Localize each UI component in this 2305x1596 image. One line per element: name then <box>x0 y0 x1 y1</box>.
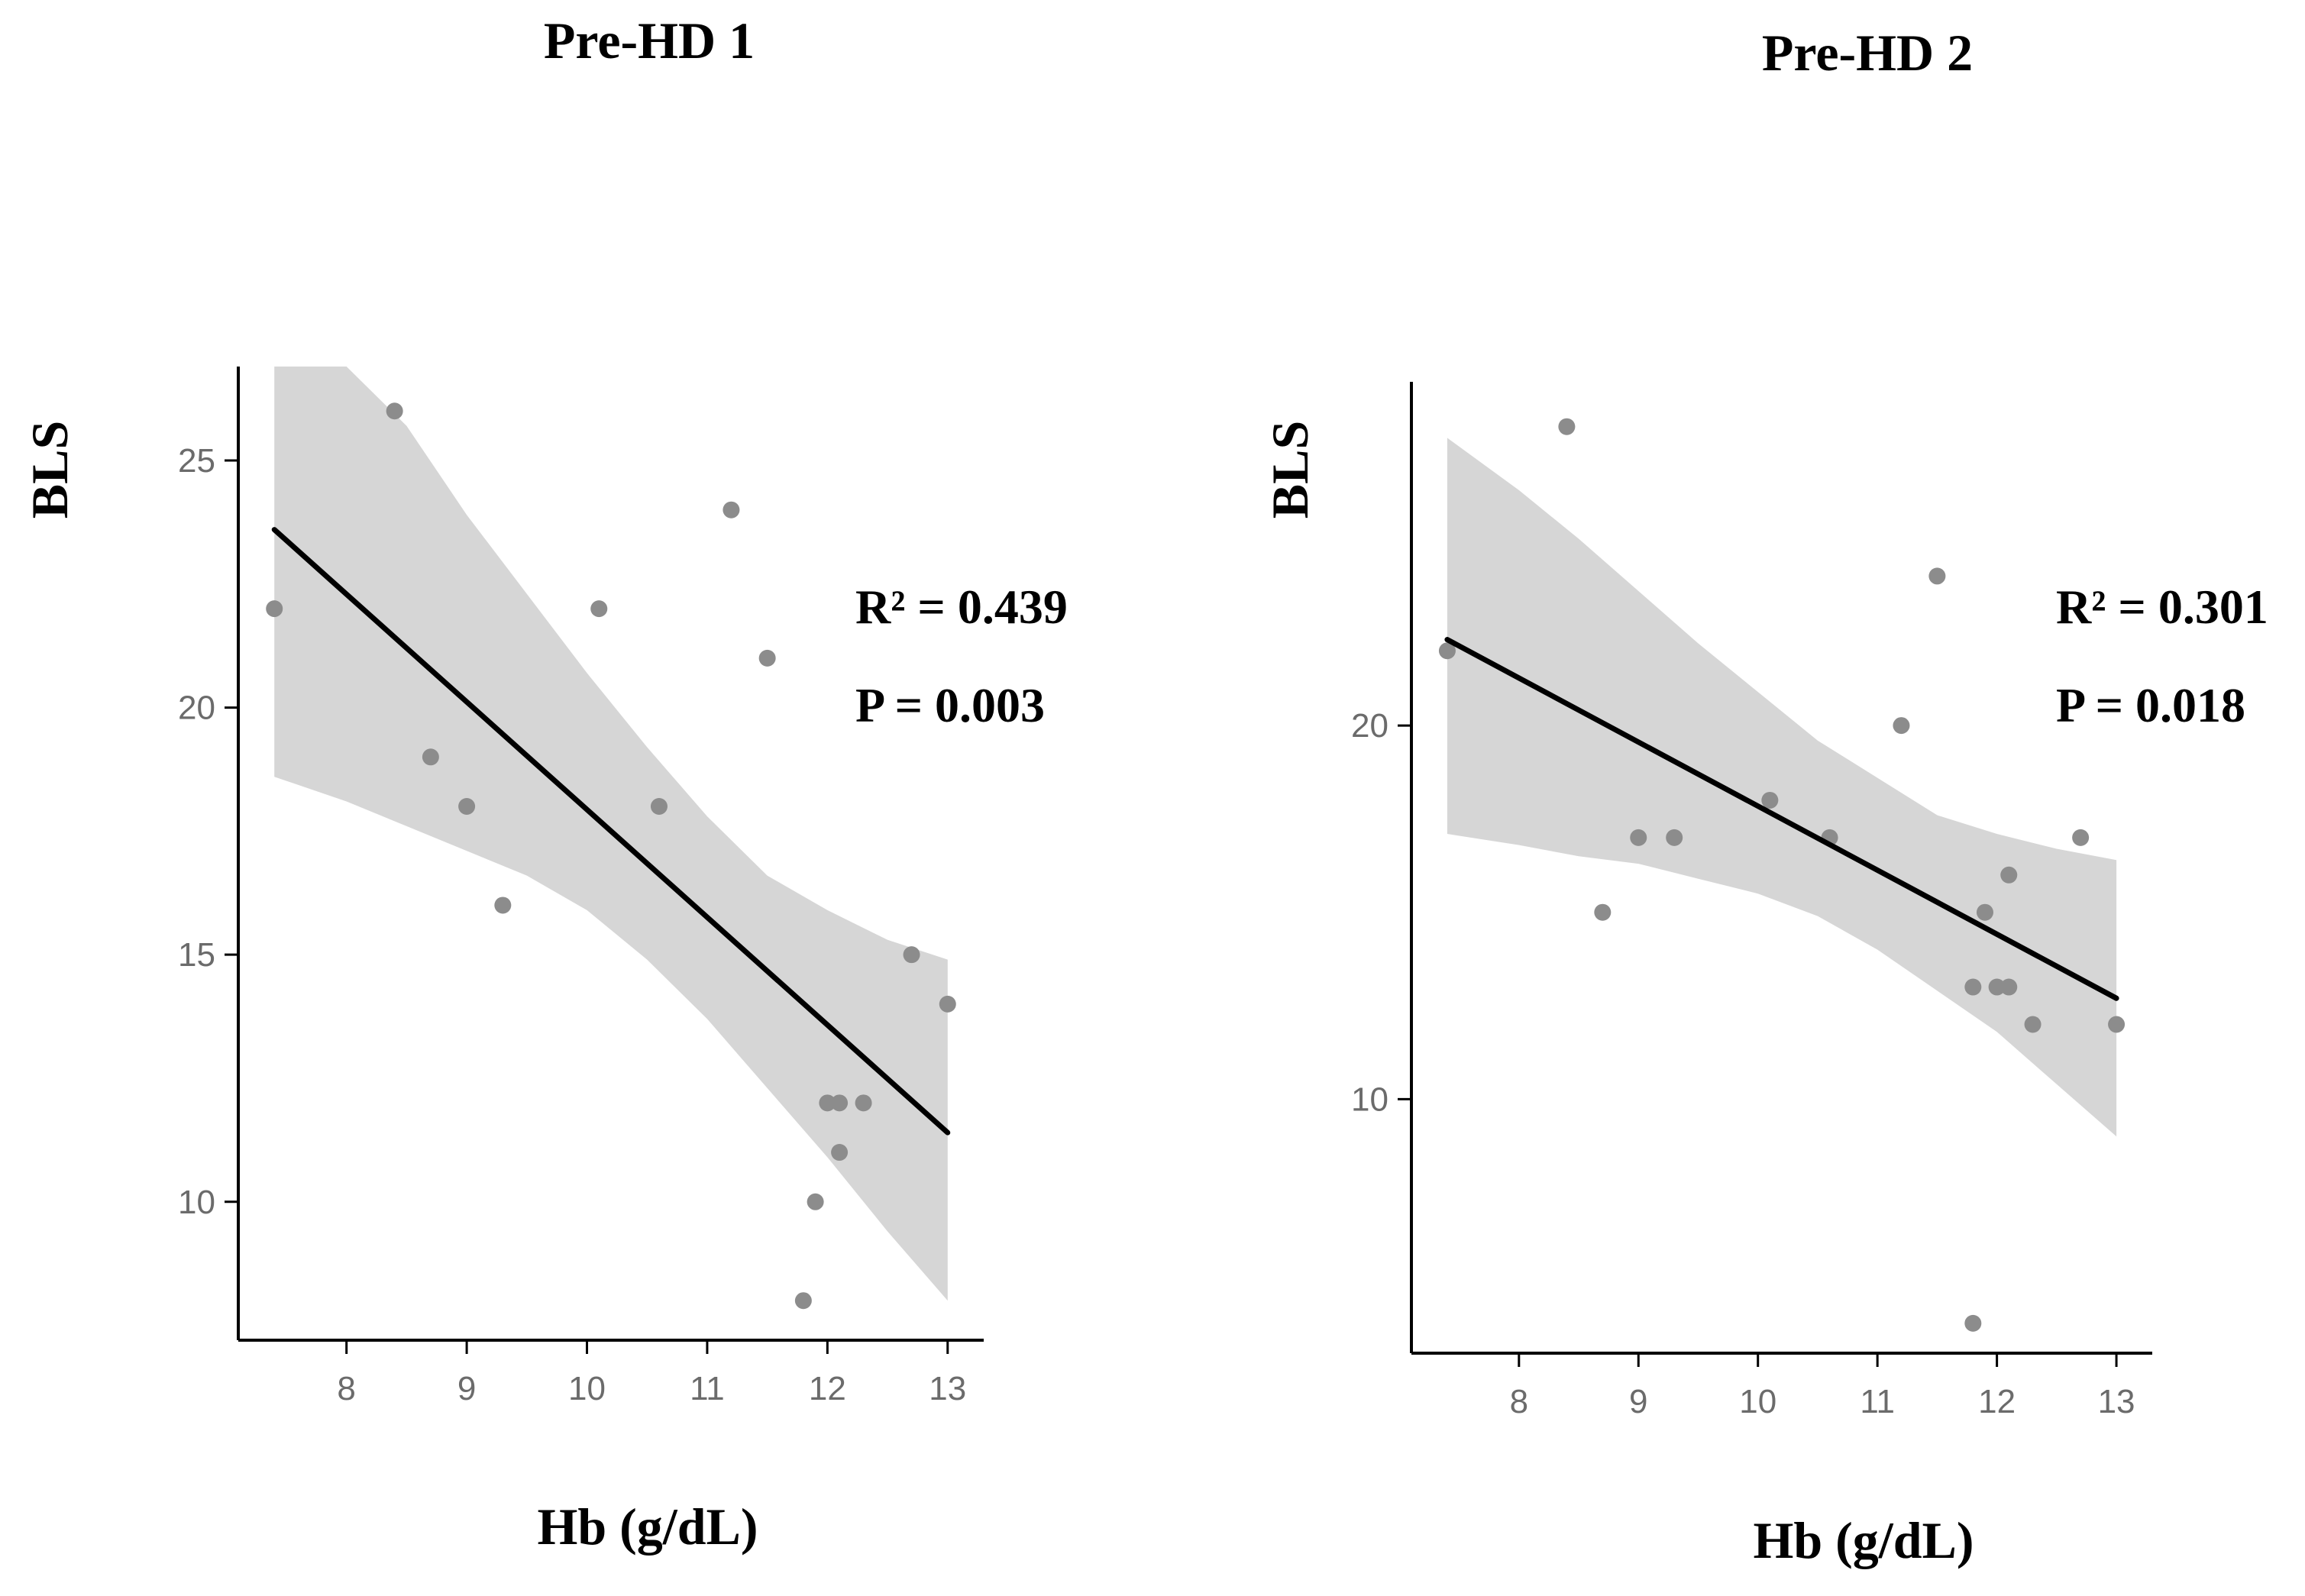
panel-1-title: Pre-HD 1 <box>544 11 755 69</box>
panel-1-regression-line <box>271 527 951 1136</box>
data-point <box>939 995 956 1013</box>
data-point <box>458 798 476 816</box>
x-tick-label: 11 <box>1860 1383 1895 1420</box>
data-point <box>1558 418 1576 435</box>
data-point <box>1666 829 1683 846</box>
y-tick-label: 20 <box>1351 707 1388 745</box>
y-tick-label: 15 <box>178 936 215 974</box>
panel-2-y-axis-title: BLS <box>1261 421 1319 519</box>
data-point <box>903 946 920 964</box>
panel-1-x-ticks: 8 9 10 11 12 13 <box>337 1340 966 1407</box>
panel-2-title: Pre-HD 2 <box>1762 24 1973 82</box>
data-point <box>650 798 668 816</box>
data-point <box>2024 1016 2042 1033</box>
panel-2-x-axis-title: Hb (g/dL) <box>1753 1511 1974 1569</box>
y-tick-label: 25 <box>178 442 215 480</box>
panel-2-points <box>1438 418 2126 1332</box>
data-point <box>831 1144 849 1161</box>
x-tick-label: 13 <box>929 1370 966 1407</box>
data-point <box>758 649 776 667</box>
panel-1-points <box>266 402 956 1310</box>
data-point <box>266 600 283 618</box>
x-tick-label: 13 <box>2098 1383 2135 1420</box>
x-tick-label: 11 <box>690 1370 725 1407</box>
x-tick-label: 9 <box>1629 1383 1647 1420</box>
data-point <box>819 1094 836 1112</box>
panel-pre-hd-1: Pre-HD 1 8 9 10 11 12 13 10 15 20 25 BLS Hb (g/d… <box>21 11 1068 1556</box>
data-point <box>1928 567 1946 585</box>
data-point <box>855 1094 872 1112</box>
panel-1-y-axis-title: BLS <box>21 421 79 519</box>
data-point <box>1964 978 1982 996</box>
data-point <box>386 402 403 420</box>
panel-1-r-squared: R² = 0.439 <box>855 580 1068 634</box>
panel-2-x-ticks: 8 9 10 11 12 13 <box>1510 1353 2135 1420</box>
data-point <box>723 501 740 519</box>
data-point <box>590 600 608 618</box>
data-point <box>1964 1314 1982 1332</box>
data-point <box>1761 791 1779 809</box>
data-point <box>1438 642 1456 660</box>
y-tick-label: 10 <box>178 1184 215 1221</box>
panel-2-confidence-band <box>1447 438 2117 1137</box>
data-point <box>1988 978 2006 996</box>
data-point <box>2108 1016 2126 1033</box>
x-tick-label: 8 <box>1510 1383 1528 1420</box>
x-tick-label: 9 <box>457 1370 476 1407</box>
data-point <box>794 1292 812 1310</box>
data-point <box>831 1094 849 1112</box>
y-tick-label: 20 <box>178 690 215 727</box>
panel-2-r-squared: R² = 0.301 <box>2056 580 2268 634</box>
panel-2-y-ticks: 10 20 <box>1351 707 1411 1118</box>
x-tick-label: 10 <box>1739 1383 1776 1420</box>
panel-2-regression-line <box>1444 637 2119 1001</box>
data-point <box>1893 717 1910 735</box>
panel-1-p-value: P = 0.003 <box>855 678 1045 732</box>
data-point <box>494 897 512 914</box>
panel-1-y-ticks: 10 15 20 25 <box>178 442 238 1221</box>
data-point <box>422 748 439 766</box>
panel-pre-hd-2: Pre-HD 2 8 9 10 11 12 13 10 20 BLS Hb (g/dL) R… <box>1261 24 2268 1569</box>
panel-2-p-value: P = 0.018 <box>2056 678 2245 732</box>
panel-1-x-axis-title: Hb (g/dL) <box>537 1497 758 1556</box>
x-tick-label: 10 <box>568 1370 606 1407</box>
data-point <box>1630 829 1647 846</box>
y-tick-label: 10 <box>1351 1081 1388 1118</box>
data-point <box>807 1193 824 1210</box>
data-point <box>1976 903 1993 921</box>
x-tick-label: 12 <box>809 1370 846 1407</box>
data-point <box>2072 829 2090 846</box>
data-point <box>1594 903 1612 921</box>
x-tick-label: 12 <box>1978 1383 2016 1420</box>
data-point <box>2000 978 2018 996</box>
data-point <box>2000 866 2018 884</box>
x-tick-label: 8 <box>337 1370 355 1407</box>
